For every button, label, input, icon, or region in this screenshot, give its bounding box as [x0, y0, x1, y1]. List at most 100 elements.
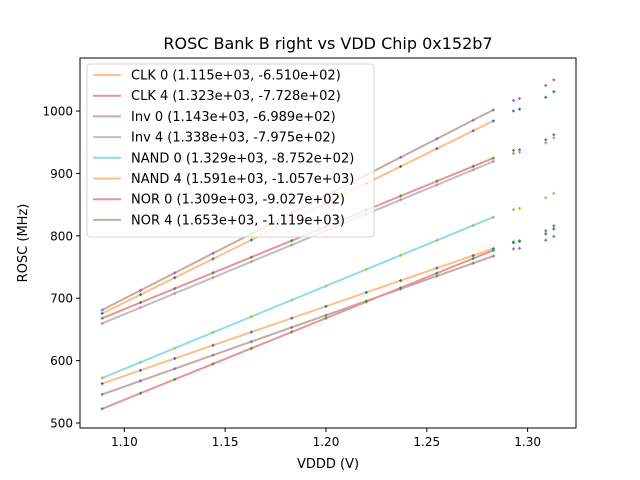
data-point [435, 179, 439, 183]
data-point [249, 255, 253, 259]
data-point [211, 271, 215, 275]
data-point [518, 206, 522, 210]
data-point [435, 271, 439, 275]
legend-entry: NOR 4 (1.653e+03, -1.119e+03) [93, 213, 345, 228]
data-point [138, 306, 142, 310]
data-point [138, 293, 142, 297]
data-point [138, 288, 142, 292]
axes-frame [79, 57, 577, 429]
data-point [364, 290, 368, 294]
data-point [399, 253, 403, 257]
x-axis: 1.10 1.15 1.20 1.25 1.30 [111, 428, 541, 449]
y-tick-label: 900 [50, 167, 73, 181]
data-point [491, 156, 495, 160]
data-point [544, 196, 548, 200]
data-point [491, 108, 495, 112]
data-point [544, 138, 548, 142]
x-tick-label: 1.20 [313, 435, 340, 449]
legend-label: NOR 4 (1.653e+03, -1.119e+03) [131, 213, 345, 228]
legend-entry: NAND 0 (1.329e+03, -8.752e+02) [93, 151, 354, 166]
data-point [511, 151, 515, 155]
data-point [100, 407, 104, 411]
data-point [552, 78, 556, 82]
data-point [435, 266, 439, 270]
legend-label: CLK 0 (1.115e+03, -6.510e+02) [131, 69, 341, 84]
data-point [290, 239, 294, 243]
data-point [211, 330, 215, 334]
data-point [100, 316, 104, 320]
data-point [511, 240, 515, 244]
legend-label: NAND 4 (1.591e+03, -1.057e+03) [131, 172, 354, 187]
data-point [435, 274, 439, 278]
data-point [518, 150, 522, 154]
data-point [544, 229, 548, 233]
fit-line-nor-0 [101, 249, 494, 410]
y-tick-label: 700 [50, 292, 73, 306]
data-point [552, 234, 556, 238]
data-point [290, 325, 294, 329]
data-point [435, 183, 439, 187]
legend-frame [86, 63, 375, 238]
data-point [518, 246, 522, 250]
data-point [544, 232, 548, 236]
data-point [471, 164, 475, 168]
data-point [399, 198, 403, 202]
data-point [249, 330, 253, 334]
data-point [211, 251, 215, 255]
data-point [399, 155, 403, 159]
data-point [211, 343, 215, 347]
data-point [100, 392, 104, 396]
data-point [249, 260, 253, 264]
data-point [249, 340, 253, 344]
data-point [511, 109, 515, 113]
data-point [138, 360, 142, 364]
data-point [173, 346, 177, 350]
y-axis: 500 600 700 800 900 1000 [42, 105, 80, 431]
data-point [511, 148, 515, 152]
legend-label: CLK 4 (1.323e+03, -7.728e+02) [131, 89, 341, 104]
legend-entry: NAND 4 (1.591e+03, -1.057e+03) [93, 172, 354, 187]
y-tick-label: 500 [50, 417, 73, 431]
data-point [138, 391, 142, 395]
legend-label: Inv 4 (1.338e+03, -7.975e+02) [131, 131, 336, 146]
data-point [249, 346, 253, 350]
data-point [364, 267, 368, 271]
x-tick-label: 1.15 [212, 435, 239, 449]
data-point [471, 223, 475, 227]
data-point [518, 97, 522, 101]
data-point [552, 191, 556, 195]
data-point [399, 279, 403, 283]
data-point [211, 353, 215, 357]
data-point [552, 90, 556, 94]
data-point [249, 238, 253, 242]
legend-entry: Inv 4 (1.338e+03, -7.975e+02) [93, 131, 336, 146]
data-point [544, 238, 548, 242]
data-point [491, 119, 495, 123]
chart-title: ROSC Bank B right vs VDD Chip 0x152b7 [163, 34, 492, 53]
data-point [100, 311, 104, 315]
x-tick-label: 1.25 [413, 435, 440, 449]
data-point [399, 165, 403, 169]
x-tick-label: 1.10 [111, 435, 138, 449]
data-point [471, 168, 475, 172]
data-point [364, 300, 368, 304]
legend-label: NAND 0 (1.329e+03, -8.752e+02) [131, 151, 354, 166]
data-point [138, 368, 142, 372]
fit-line-inv-4 [101, 160, 494, 325]
data-point [173, 291, 177, 295]
data-point [518, 239, 522, 243]
data-point [511, 247, 515, 251]
fit-line-nand-0 [101, 216, 494, 379]
data-point [435, 137, 439, 141]
data-point [324, 284, 328, 288]
data-point [100, 376, 104, 380]
legend: CLK 0 (1.115e+03, -6.510e+02) CLK 4 (1.32… [86, 63, 375, 238]
data-point [290, 330, 294, 334]
data-point [471, 254, 475, 258]
legend-label: Inv 0 (1.143e+03, -6.989e+02) [131, 110, 336, 125]
data-point [173, 287, 177, 291]
data-point [471, 118, 475, 122]
data-point [491, 159, 495, 163]
data-point [552, 224, 556, 228]
